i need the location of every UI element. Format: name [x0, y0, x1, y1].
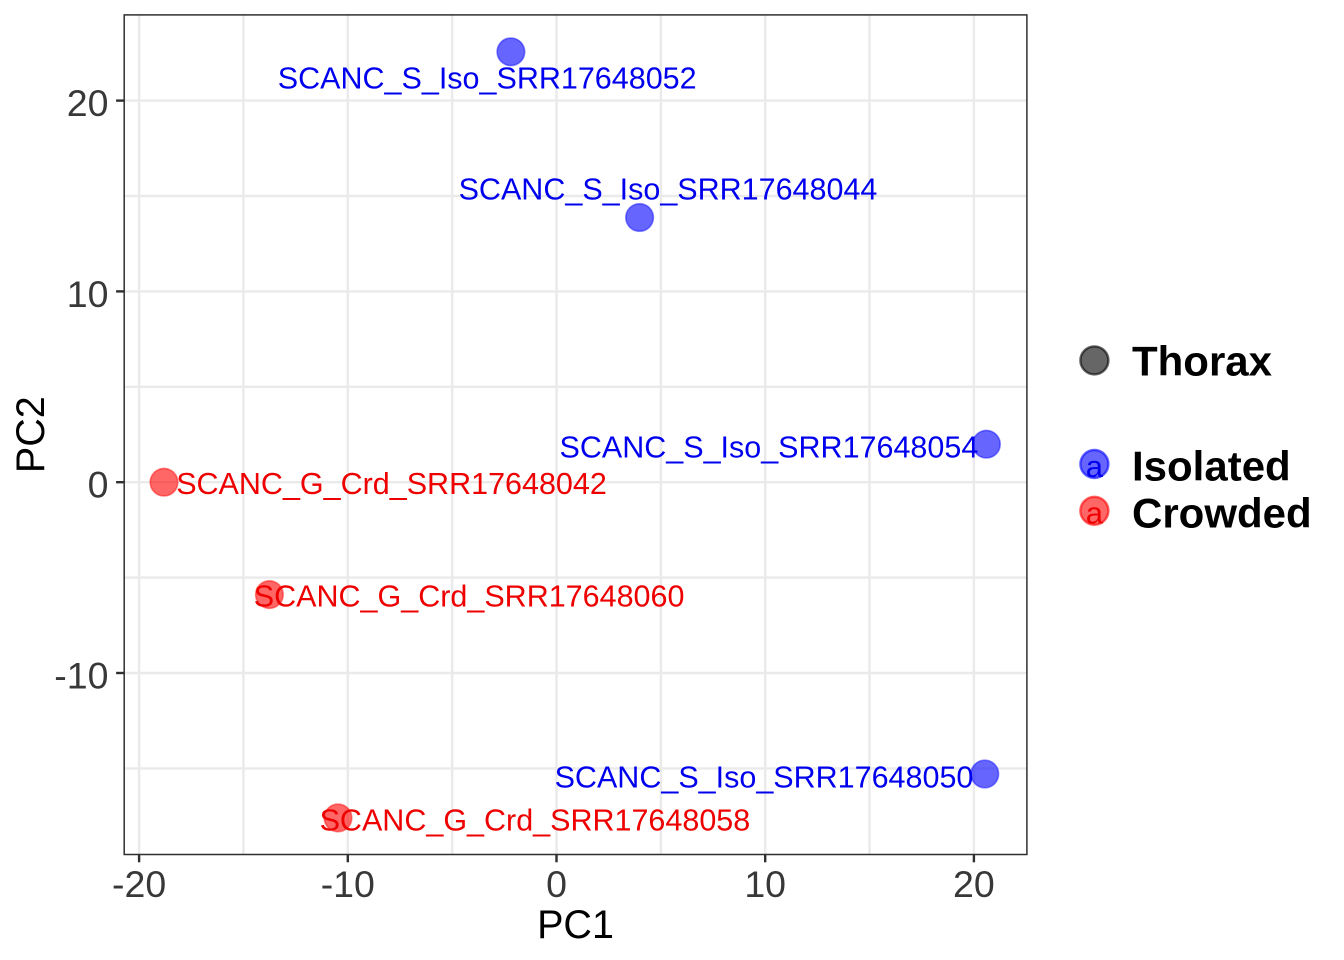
svg-text:a: a	[1086, 449, 1104, 484]
svg-text:10: 10	[744, 863, 786, 905]
svg-text:PC2: PC2	[9, 396, 53, 473]
svg-text:Crowded: Crowded	[1132, 489, 1312, 536]
svg-text:0: 0	[88, 464, 109, 506]
svg-text:SCANC_S_Iso_SRR17648050: SCANC_S_Iso_SRR17648050	[555, 761, 974, 795]
svg-text:SCANC_S_Iso_SRR17648052: SCANC_S_Iso_SRR17648052	[278, 61, 697, 95]
svg-text:-10: -10	[321, 863, 375, 905]
svg-text:PC1: PC1	[537, 903, 614, 947]
svg-text:a: a	[1086, 496, 1104, 531]
svg-text:SCANC_G_Crd_SRR17648058: SCANC_G_Crd_SRR17648058	[320, 803, 751, 837]
svg-text:SCANC_G_Crd_SRR17648060: SCANC_G_Crd_SRR17648060	[254, 580, 685, 614]
svg-text:-20: -20	[112, 863, 166, 905]
svg-text:Isolated: Isolated	[1132, 442, 1291, 489]
svg-text:20: 20	[953, 863, 995, 905]
svg-text:SCANC_S_Iso_SRR17648054: SCANC_S_Iso_SRR17648054	[560, 431, 979, 465]
svg-text:20: 20	[67, 82, 109, 124]
svg-text:10: 10	[67, 273, 109, 315]
svg-text:Thorax: Thorax	[1132, 338, 1273, 385]
svg-text:-10: -10	[54, 654, 108, 696]
svg-text:0: 0	[546, 863, 567, 905]
svg-text:SCANC_S_Iso_SRR17648044: SCANC_S_Iso_SRR17648044	[459, 172, 878, 206]
svg-text:SCANC_G_Crd_SRR17648042: SCANC_G_Crd_SRR17648042	[176, 467, 607, 501]
